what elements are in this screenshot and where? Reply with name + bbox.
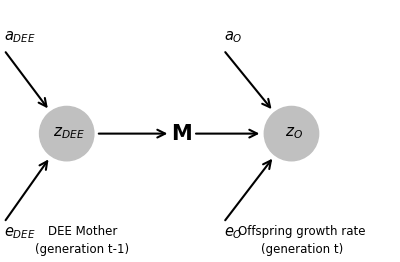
Text: $\mathit{a}_{DEE}$: $\mathit{a}_{DEE}$: [4, 29, 36, 45]
Text: $\mathit{e}_O$: $\mathit{e}_O$: [224, 225, 242, 241]
Text: (generation t): (generation t): [261, 243, 343, 256]
Text: (generation t-1): (generation t-1): [35, 243, 130, 256]
Text: $\mathit{z}_{DEE}$: $\mathit{z}_{DEE}$: [54, 126, 85, 141]
Text: DEE Mother: DEE Mother: [48, 225, 117, 238]
Text: Offspring growth rate: Offspring growth rate: [238, 225, 366, 238]
Circle shape: [264, 106, 319, 161]
Text: $\mathit{a}_O$: $\mathit{a}_O$: [224, 29, 242, 45]
Text: $\mathit{e}_{DEE}$: $\mathit{e}_{DEE}$: [4, 225, 36, 241]
Circle shape: [40, 106, 94, 161]
Text: M: M: [171, 124, 192, 144]
Text: $\mathit{z}_O$: $\mathit{z}_O$: [284, 126, 302, 141]
